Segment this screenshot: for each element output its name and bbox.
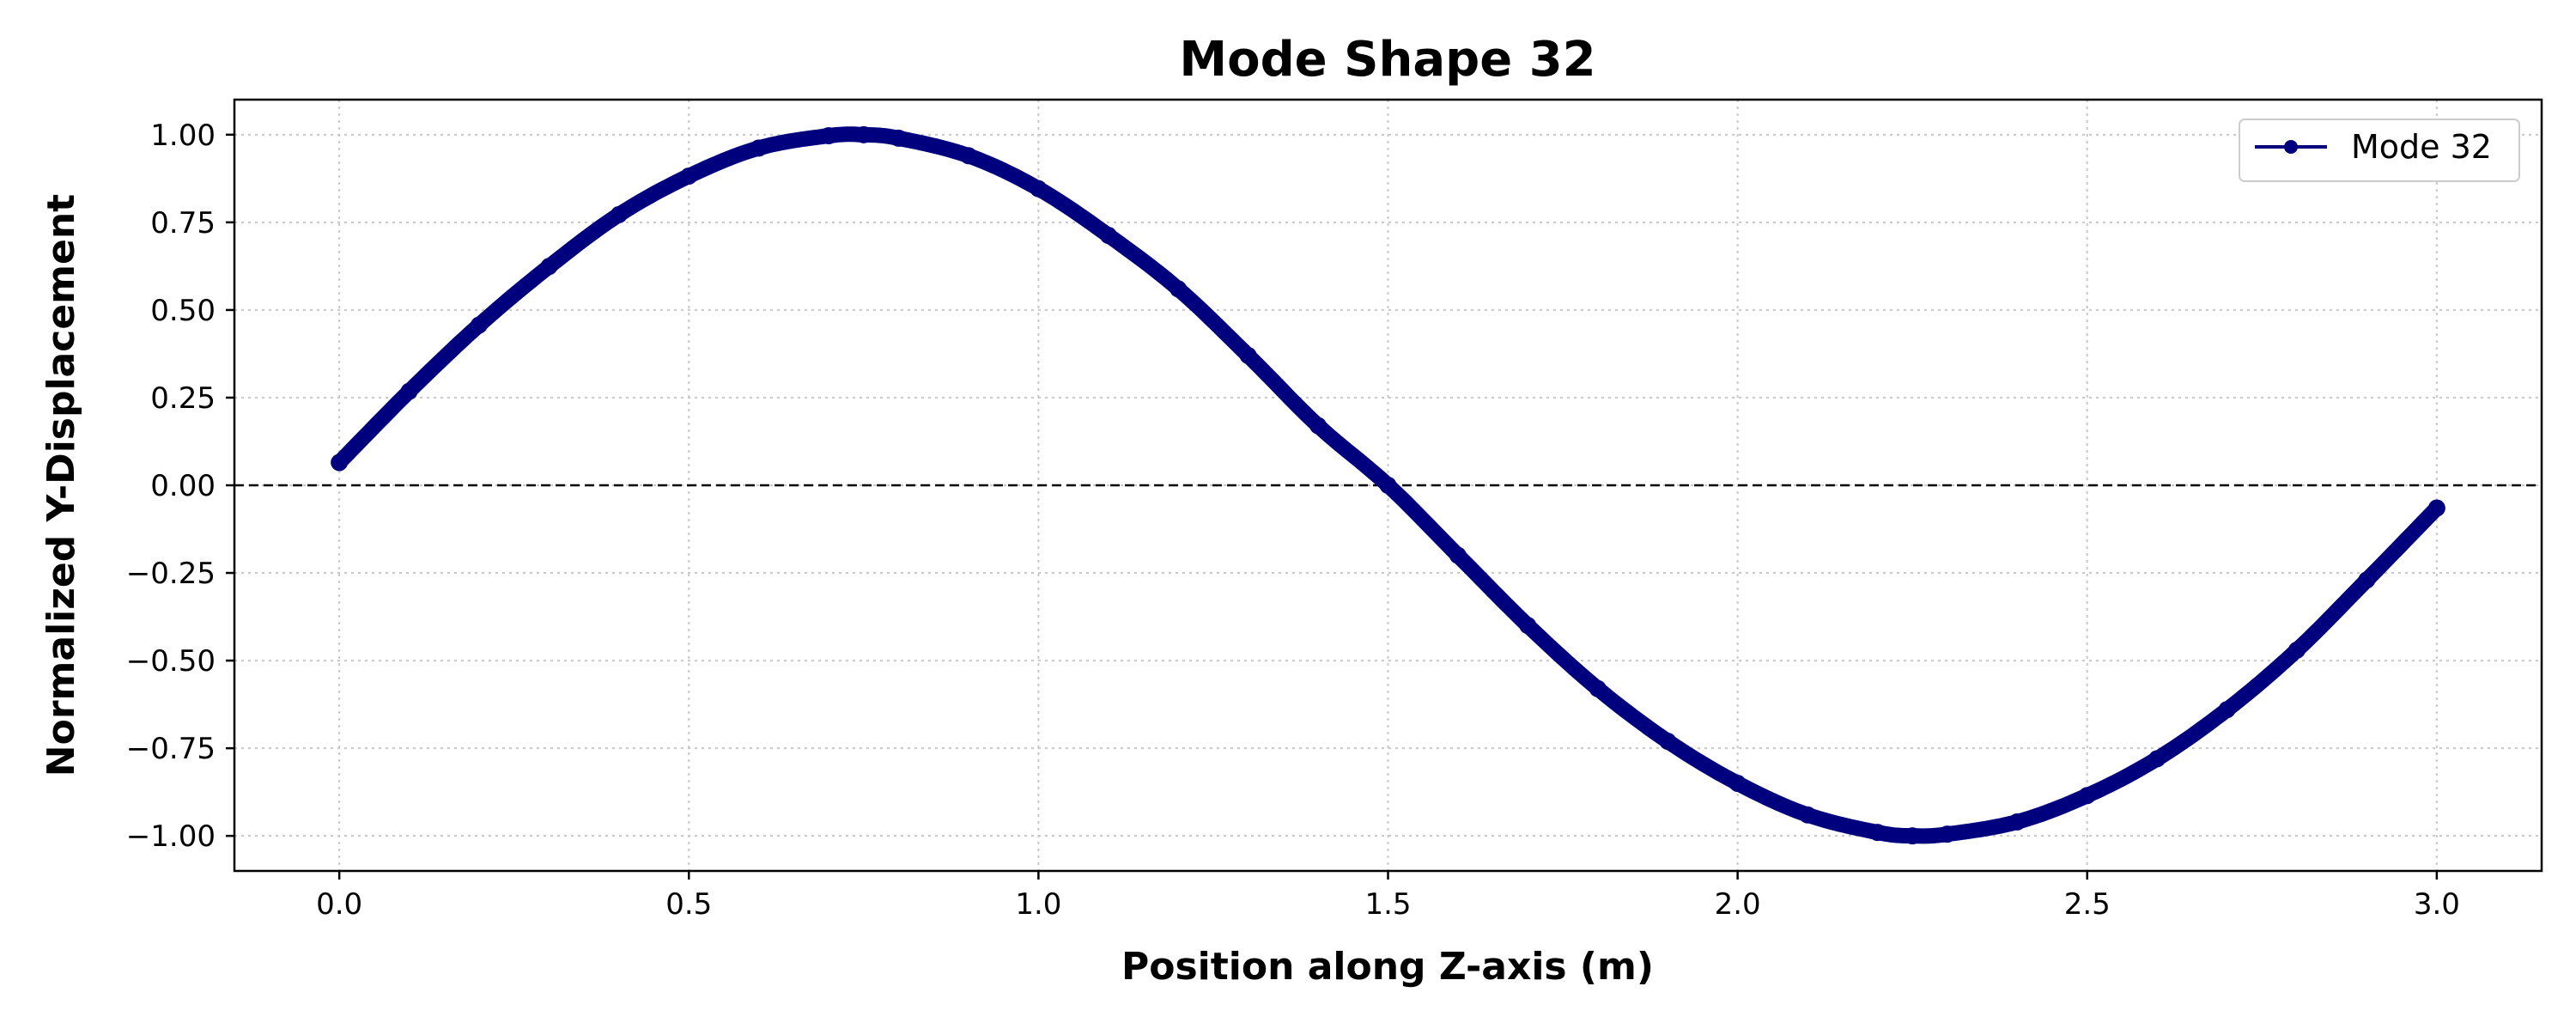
data-point — [1799, 806, 1817, 824]
x-tick-label: 0.5 — [665, 887, 712, 922]
data-point — [680, 167, 698, 185]
data-point — [854, 125, 872, 143]
data-point — [1239, 346, 1257, 364]
legend-label-mode-32: Mode 32 — [2351, 128, 2492, 166]
y-tick-label: 0.75 — [150, 206, 216, 240]
x-axis-ticks: 0.0 0.5 1.0 1.5 2.0 2.5 3.0 — [316, 871, 2460, 922]
legend-marker-swatch — [2284, 140, 2298, 154]
y-tick-label: −0.75 — [126, 732, 216, 766]
y-tick-label: −1.00 — [126, 819, 216, 854]
data-point — [1449, 546, 1467, 564]
data-point — [2288, 641, 2306, 659]
data-point — [1938, 825, 1956, 843]
data-point — [1904, 827, 1922, 845]
data-point — [2358, 571, 2376, 589]
y-tick-label: 0.25 — [150, 381, 216, 416]
data-point — [1589, 679, 1607, 697]
data-point — [331, 454, 349, 472]
data-point — [1379, 477, 1397, 494]
data-point — [2078, 787, 2096, 805]
x-tick-label: 2.5 — [2064, 887, 2111, 922]
chart-title: Mode Shape 32 — [1179, 32, 1595, 88]
data-point — [750, 139, 768, 157]
data-point — [2008, 813, 2026, 831]
data-point — [959, 147, 977, 165]
data-point — [1868, 824, 1886, 842]
data-point — [400, 382, 418, 400]
y-axis-ticks: 1.00 0.75 0.50 0.25 0.00 −0.25 −0.50 −0.75 −1.00 — [126, 119, 234, 854]
data-point — [2148, 750, 2166, 768]
data-point — [1519, 617, 1537, 635]
data-point — [1170, 280, 1188, 298]
x-axis-title: Position along Z-axis (m) — [1121, 945, 1654, 989]
y-tick-label: −0.25 — [126, 557, 216, 591]
data-point — [1030, 180, 1048, 198]
data-point — [1309, 417, 1327, 435]
data-point — [2218, 701, 2236, 719]
data-point — [820, 127, 838, 145]
y-tick-label: 0.00 — [150, 469, 216, 503]
y-tick-label: 0.50 — [150, 294, 216, 328]
data-point — [610, 205, 628, 223]
data-point — [1728, 774, 1747, 792]
data-point — [470, 316, 488, 334]
x-tick-label: 2.0 — [1715, 887, 1761, 922]
y-tick-label: −0.50 — [126, 644, 216, 679]
x-tick-label: 3.0 — [2414, 887, 2460, 922]
data-point — [890, 129, 908, 147]
series-layer — [331, 125, 2445, 845]
y-tick-label: 1.00 — [150, 119, 216, 153]
x-tick-label: 1.0 — [1015, 887, 1061, 922]
legend-box — [2239, 119, 2520, 182]
legend: Mode 32 — [2239, 119, 2520, 182]
data-point — [2427, 499, 2445, 517]
data-point — [540, 258, 558, 276]
x-tick-label: 0.0 — [316, 887, 362, 922]
y-axis-title: Normalized Y-Displacement — [39, 194, 83, 776]
data-point — [1099, 226, 1117, 244]
data-point — [1659, 732, 1677, 750]
x-tick-label: 1.5 — [1364, 887, 1411, 922]
